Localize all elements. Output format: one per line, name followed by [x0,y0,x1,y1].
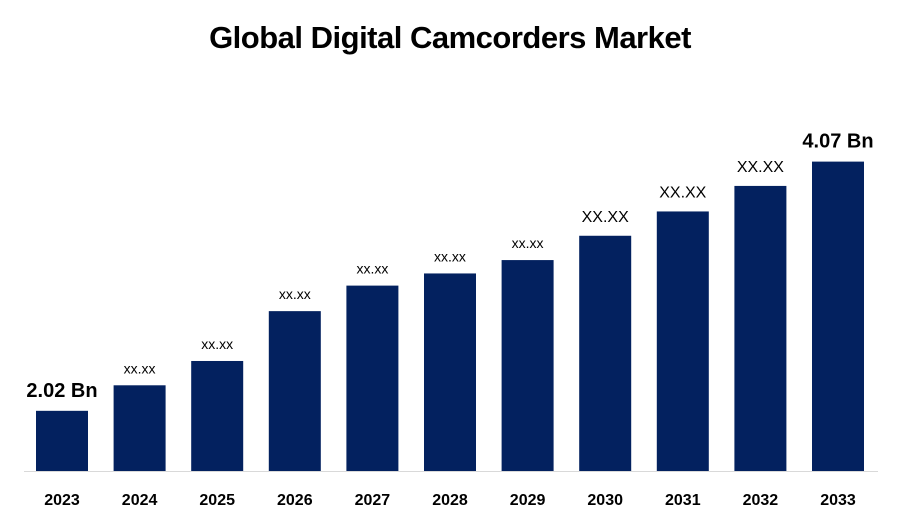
data-label-2023: 2.02 Bn [26,380,97,402]
bar-2033 [812,161,864,471]
x-tick-label-2024: 2024 [122,492,158,509]
bar-2030 [579,235,632,471]
x-tick-label-2033: 2033 [820,492,856,509]
bar-2029 [501,260,554,471]
x-tick-label-2026: 2026 [277,492,313,509]
bar-2032 [734,185,787,471]
data-label-2031: XX.XX [659,184,706,201]
bar-2025 [191,360,244,471]
x-tick-label-2025: 2025 [199,492,235,509]
x-tick-label-2027: 2027 [355,492,391,509]
data-label-2028: xx.xx [434,248,466,264]
bar-2024 [113,385,166,471]
data-label-2027: xx.xx [356,261,388,277]
data-label-2026: xx.xx [279,286,311,302]
data-label-2029: xx.xx [512,235,544,251]
x-tick-label-2029: 2029 [510,492,546,509]
chart-title: Global Digital Camcorders Market [209,20,691,55]
x-tick-label-2023: 2023 [44,492,80,509]
data-label-2025: xx.xx [201,336,233,352]
x-tick-label-2030: 2030 [587,492,623,509]
data-label-2030: XX.XX [582,209,629,226]
bar-2031 [656,211,709,471]
x-tick-label-2032: 2032 [743,492,779,509]
bar-2027 [346,285,399,471]
x-tick-label-2028: 2028 [432,492,468,509]
x-tick-label-2031: 2031 [665,492,701,509]
bar-2023 [36,410,88,471]
bar-2028 [424,273,476,471]
data-label-2033: 4.07 Bn [802,131,873,153]
data-label-2032: XX.XX [737,159,784,176]
bar-2026 [268,311,321,471]
data-label-2024: xx.xx [124,360,156,376]
